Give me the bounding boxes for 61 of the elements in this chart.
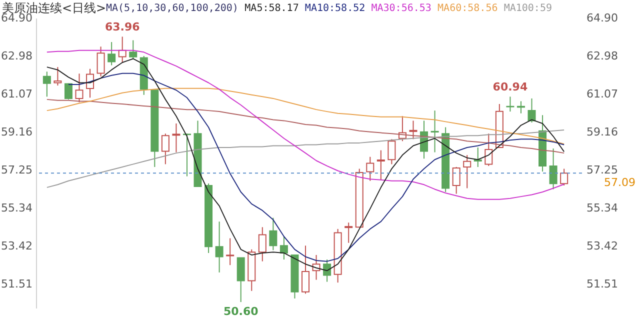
y2-tick-label: 62.98 [586,50,618,63]
line-series [46,98,565,154]
candlestick [516,100,525,114]
text: MA30:56.53 [371,3,432,14]
line-series [46,130,565,188]
annotation: 50.60 [223,305,259,318]
candlestick [96,46,105,77]
candlestick [108,42,116,66]
y2-tick-label: 61.07 [586,88,618,101]
y2-tick-label: 64.90 [586,12,618,24]
text: MA100:59 [504,3,552,14]
y2-tick-label: 53.42 [586,240,618,253]
candlestick [182,133,191,177]
candlestick [463,154,472,189]
candlestick [54,66,62,86]
y-tick-label: 51.51 [1,277,32,290]
candlestick [484,133,493,166]
text: MA60:58.56 [438,3,498,14]
candlestick [129,40,138,60]
text: MA(5,10,30,60,100,200) [106,3,238,14]
candlestick [302,245,310,294]
candlestick [269,217,278,251]
y2-tick-label: 51.51 [586,277,618,290]
y-tick-label: 53.42 [1,240,32,253]
y-tick-label: 62.98 [1,50,32,63]
candlestick [258,226,266,262]
candlestick [86,68,94,98]
candlestick [42,71,51,98]
text: MA10:58.52 [304,3,366,14]
candlestick [215,221,224,273]
candlestick [409,120,418,140]
annotation: 60.94 [492,80,528,94]
text: MA5:58.17 [244,3,299,14]
candlestick [366,156,374,182]
candlestick [226,238,234,266]
y-tick-label: 59.16 [1,126,32,139]
y-tick-label: 61.07 [1,88,32,101]
annotation: 63.96 [104,20,140,34]
candlestick [549,148,558,190]
candlestick [64,82,72,100]
y2-tick-label: 57.25 [586,163,618,176]
candlestick [236,257,245,303]
candlestick [560,168,568,186]
candlestick [506,96,514,112]
y-tick-label: 55.34 [1,201,32,214]
candlestick [528,98,536,123]
candlestick [75,73,84,103]
candlestick [376,150,385,180]
candlestick [474,147,482,168]
candlestick [323,259,332,282]
y2-tick-label: 55.34 [586,201,618,214]
y-tick-label: 57.25 [1,163,32,176]
candlestick [452,166,460,194]
ref-line-label: 57.09 [604,176,636,190]
candlestick [172,122,180,153]
candlestick [161,133,170,165]
candlestick [280,236,288,260]
candlestick [388,138,396,165]
y2-tick-label: 59.16 [586,126,618,139]
candlestick [430,110,439,153]
candlestick [344,222,353,244]
